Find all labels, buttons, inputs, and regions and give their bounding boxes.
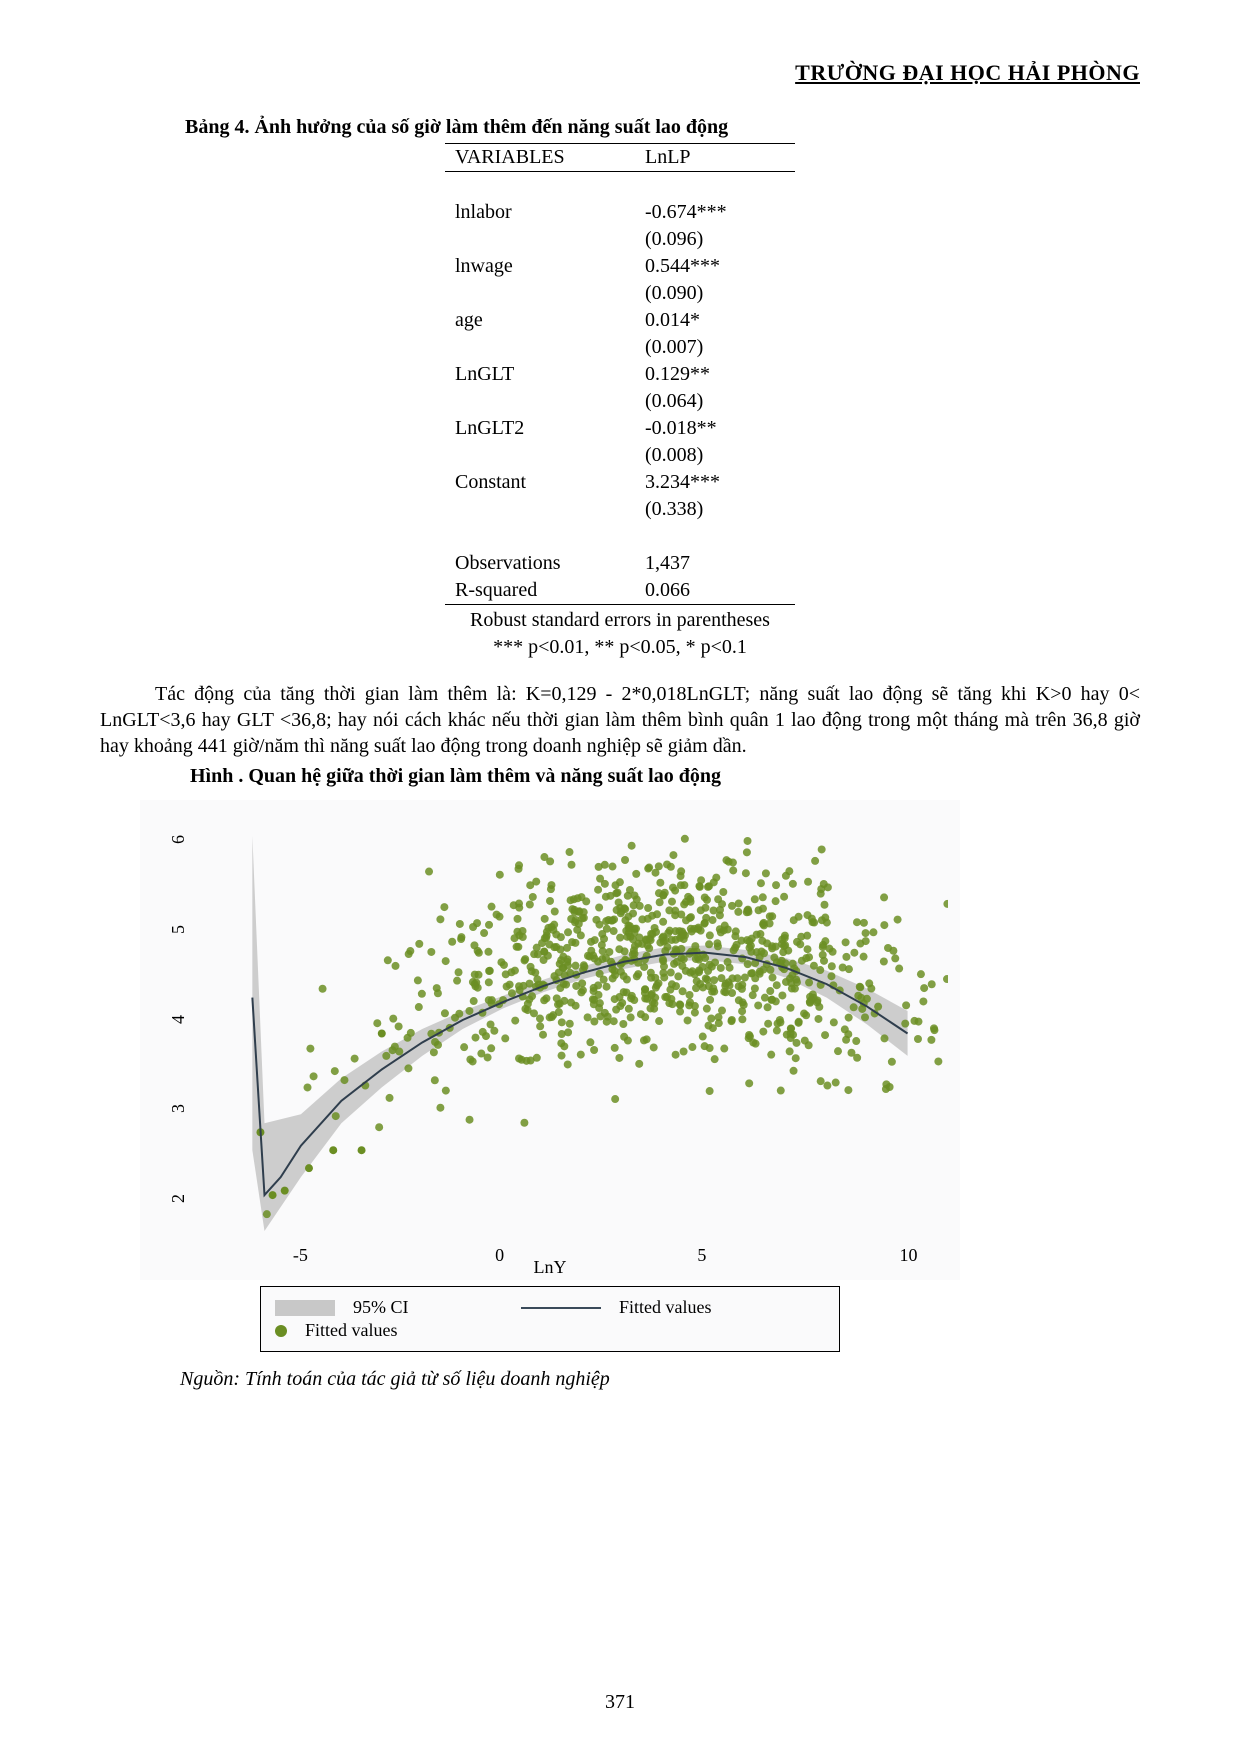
table-footer-val: 0.066 <box>635 577 795 605</box>
y-tick-label: 6 <box>168 835 189 844</box>
regression-table: VARIABLES LnLP lnlabor-0.674***(0.096)ln… <box>445 143 795 605</box>
table-header-var: VARIABLES <box>445 144 635 172</box>
table-row-coef: -0.018** <box>635 415 795 442</box>
table-row-se: (0.007) <box>635 334 795 361</box>
table-row-var: lnlabor <box>445 199 635 226</box>
legend-swatch-dot <box>275 1325 287 1337</box>
legend-label-dot: Fitted values <box>305 1320 398 1341</box>
y-tick-label: 2 <box>168 1194 189 1203</box>
x-tick-label: 0 <box>495 1245 504 1266</box>
x-tick-label: 10 <box>900 1245 918 1266</box>
table-row-se: (0.064) <box>635 388 795 415</box>
table-row-var: LnGLT <box>445 361 635 388</box>
page-header: TRƯỜNG ĐẠI HỌC HẢI PHÒNG <box>100 60 1140 86</box>
y-tick-label: 3 <box>168 1104 189 1113</box>
table-row-coef: -0.674*** <box>635 199 795 226</box>
table-header-val: LnLP <box>635 144 795 172</box>
legend-swatch-ci <box>275 1300 335 1316</box>
table-row-se: (0.096) <box>635 226 795 253</box>
legend-swatch-line <box>521 1307 601 1309</box>
table-note: Robust standard errors in parentheses <box>100 609 1140 632</box>
legend-label-ci: 95% CI <box>353 1297 503 1318</box>
legend-label-line: Fitted values <box>619 1297 712 1318</box>
table-row-var: LnGLT2 <box>445 415 635 442</box>
table-footer-var: R-squared <box>445 577 635 605</box>
plot-area <box>220 818 948 1240</box>
table-row-se: (0.338) <box>635 496 795 523</box>
table-row-var: age <box>445 307 635 334</box>
x-tick-label: 5 <box>697 1245 706 1266</box>
table-row-coef: 0.129** <box>635 361 795 388</box>
table-row-se: (0.090) <box>635 280 795 307</box>
table-title: Bảng 4. Ảnh hưởng của số giờ làm thêm đế… <box>185 116 1140 139</box>
table-row-se: (0.008) <box>635 442 795 469</box>
source-note: Nguồn: Tính toán của tác giả từ số liệu … <box>180 1368 1140 1391</box>
y-tick-label: 5 <box>168 925 189 934</box>
body-paragraph: Tác động của tăng thời gian làm thêm là:… <box>100 681 1140 759</box>
page-number: 371 <box>605 1691 635 1714</box>
chart-container: 2 3 4 5 6 -5 0 5 10 LnY 95% CI Fitted values Fi… <box>140 800 960 1352</box>
table-footer-val: 1,437 <box>635 550 795 577</box>
table-footer-var: Observations <box>445 550 635 577</box>
x-axis-title: LnY <box>534 1257 567 1278</box>
table-row-coef: 0.014* <box>635 307 795 334</box>
chart-legend: 95% CI Fitted values Fitted values <box>260 1286 840 1352</box>
table-note: *** p<0.01, ** p<0.05, * p<0.1 <box>100 636 1140 659</box>
table-row-coef: 0.544*** <box>635 253 795 280</box>
y-tick-label: 4 <box>168 1015 189 1024</box>
x-tick-label: -5 <box>293 1245 308 1266</box>
chart-title: Hình . Quan hệ giữa thời gian làm thêm v… <box>100 765 1140 788</box>
table-row-coef: 3.234*** <box>635 469 795 496</box>
table-row-var: lnwage <box>445 253 635 280</box>
table-row-var: Constant <box>445 469 635 496</box>
